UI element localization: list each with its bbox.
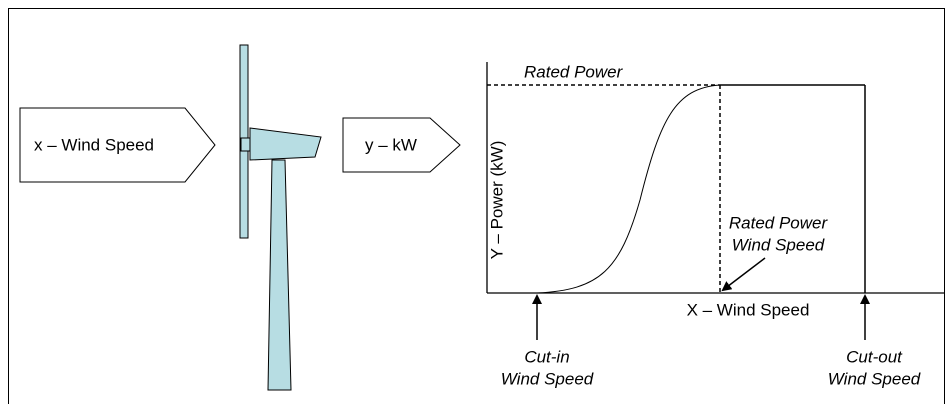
frame <box>8 8 945 404</box>
input-arrow <box>19 107 216 183</box>
cut-in-label: Cut-in <box>524 347 569 366</box>
cut-out-label: Cut-out <box>846 347 903 366</box>
x-axis-label: X – Wind Speed <box>687 300 810 319</box>
cut-in-label: Wind Speed <box>501 369 594 388</box>
wind-turbine <box>239 44 322 391</box>
output-label: y – kW <box>365 135 417 154</box>
output-arrow <box>342 117 461 173</box>
input-label: x – Wind Speed <box>34 135 154 154</box>
cut-out-label: Wind Speed <box>828 369 921 388</box>
rated-speed-label: Wind Speed <box>732 235 825 254</box>
rated-speed-label: Rated Power <box>729 213 829 232</box>
y-axis-label: Y – Power (kW) <box>487 141 506 260</box>
power-curve <box>486 62 945 340</box>
rated-power: Rated Power <box>524 62 624 81</box>
